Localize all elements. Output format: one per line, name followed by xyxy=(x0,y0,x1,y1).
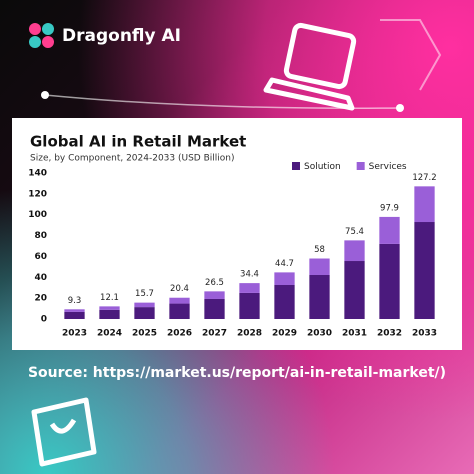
source: Source: https://market.us/report/ai-in-r… xyxy=(28,365,446,381)
total-label: 15.7 xyxy=(135,289,154,299)
bar-segment xyxy=(379,216,400,244)
bar-segment xyxy=(309,274,330,319)
bar-segment xyxy=(99,306,120,310)
curve xyxy=(44,94,401,109)
total-label: 58 xyxy=(314,245,325,255)
x-tick-label: 2029 xyxy=(272,329,297,339)
bar-segment xyxy=(204,291,225,299)
bar-segment xyxy=(99,309,120,319)
hexagon xyxy=(380,19,442,91)
bar-segment xyxy=(344,261,365,319)
bar-segment xyxy=(344,240,365,262)
dot xyxy=(41,91,49,99)
legend-swatch xyxy=(292,162,300,170)
bar-segment xyxy=(134,302,155,308)
bar-segment xyxy=(64,311,85,319)
chart-title: Global AI in Retail Market xyxy=(30,133,246,151)
laptop-icon xyxy=(263,22,357,111)
bar-segment xyxy=(414,186,435,223)
total-label: 20.4 xyxy=(170,284,189,294)
bag-icon xyxy=(31,397,97,467)
bar-segment xyxy=(309,258,330,275)
total-label: 75.4 xyxy=(345,227,364,237)
bar-segment xyxy=(239,292,260,319)
x-tick-label: 2026 xyxy=(167,329,192,339)
total-label: 44.7 xyxy=(275,259,294,269)
legend-swatch xyxy=(356,162,365,170)
total-label: 127.2 xyxy=(412,173,436,183)
total-label: 9.3 xyxy=(68,296,82,306)
total-label: 12.1 xyxy=(100,293,119,303)
y-tick-label: 0 xyxy=(41,315,47,325)
total-label: 34.4 xyxy=(240,270,259,280)
x-tick-label: 2028 xyxy=(237,329,262,339)
x-tick-label: 2031 xyxy=(342,329,367,339)
y-tick-label: 100 xyxy=(28,210,47,220)
legend-label: Services xyxy=(369,162,407,172)
logo-icon xyxy=(29,23,54,48)
bar-segment xyxy=(169,297,190,304)
chart: Global AI in Retail Market Size, by Comp… xyxy=(12,118,462,350)
bar-segment xyxy=(379,243,400,319)
legend-label: Solution xyxy=(304,162,341,172)
bar-segment xyxy=(414,222,435,319)
bar-segment xyxy=(274,272,295,286)
y-tick-label: 140 xyxy=(28,169,47,179)
bar-segment xyxy=(274,285,295,319)
y-tick-label: 80 xyxy=(34,231,47,241)
x-tick-label: 2032 xyxy=(377,329,402,339)
total-label: 97.9 xyxy=(380,203,399,213)
brand: Dragonfly AI xyxy=(62,26,181,46)
y-tick-label: 120 xyxy=(28,189,47,199)
bar-segment xyxy=(169,303,190,319)
y-tick-label: 60 xyxy=(34,252,47,262)
bar-segment xyxy=(239,283,260,293)
y-tick-label: 40 xyxy=(34,273,47,283)
chart-subtitle: Size, by Component, 2024-2033 (USD Billi… xyxy=(30,154,235,164)
total-label: 26.5 xyxy=(205,278,224,288)
x-tick-label: 2027 xyxy=(202,329,227,339)
bar-segment xyxy=(134,307,155,319)
bar-segment xyxy=(204,298,225,319)
x-tick-label: 2024 xyxy=(97,329,122,339)
x-tick-label: 2030 xyxy=(307,329,332,339)
x-tick-label: 2033 xyxy=(412,329,437,339)
x-tick-label: 2025 xyxy=(132,329,157,339)
bar-segment xyxy=(64,309,85,312)
dot xyxy=(396,104,404,112)
x-tick-label: 2023 xyxy=(62,329,87,339)
y-tick-label: 20 xyxy=(34,294,47,304)
